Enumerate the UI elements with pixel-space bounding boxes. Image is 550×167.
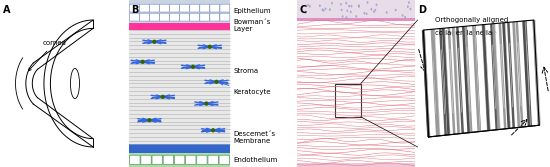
Text: D: D	[418, 5, 426, 15]
Circle shape	[364, 12, 365, 15]
FancyBboxPatch shape	[174, 155, 185, 165]
Bar	[297, 0, 415, 20]
Bar	[297, 18, 415, 21]
Text: collagen lamellae: collagen lamellae	[436, 30, 497, 36]
Bar	[129, 153, 230, 167]
Circle shape	[324, 8, 327, 10]
Circle shape	[309, 5, 311, 8]
FancyBboxPatch shape	[208, 155, 218, 165]
FancyBboxPatch shape	[190, 13, 200, 21]
Circle shape	[358, 5, 360, 8]
Circle shape	[376, 4, 377, 6]
Circle shape	[152, 40, 157, 44]
FancyBboxPatch shape	[160, 13, 169, 21]
Circle shape	[345, 16, 348, 19]
FancyBboxPatch shape	[139, 13, 149, 21]
FancyBboxPatch shape	[185, 155, 196, 165]
Circle shape	[350, 5, 353, 8]
FancyBboxPatch shape	[139, 4, 149, 12]
Circle shape	[348, 5, 350, 7]
Circle shape	[358, 4, 360, 7]
Text: Endothelium: Endothelium	[233, 157, 278, 163]
Circle shape	[366, 13, 367, 15]
FancyBboxPatch shape	[129, 13, 139, 21]
Circle shape	[404, 16, 406, 19]
Text: A: A	[3, 5, 10, 15]
Circle shape	[340, 9, 343, 11]
FancyBboxPatch shape	[180, 13, 190, 21]
Bar	[129, 23, 230, 30]
Circle shape	[350, 11, 351, 13]
FancyBboxPatch shape	[190, 4, 200, 12]
Circle shape	[319, 5, 321, 7]
Bar	[129, 0, 230, 23]
FancyBboxPatch shape	[160, 4, 169, 12]
Circle shape	[331, 2, 333, 5]
Circle shape	[386, 11, 388, 14]
Circle shape	[323, 9, 324, 12]
Circle shape	[340, 3, 342, 6]
Circle shape	[307, 4, 309, 7]
Circle shape	[204, 101, 208, 106]
FancyBboxPatch shape	[150, 13, 160, 21]
Circle shape	[355, 15, 357, 18]
Circle shape	[408, 1, 410, 4]
Circle shape	[346, 9, 348, 12]
Circle shape	[409, 8, 411, 10]
Text: Bowman´s
Layer: Bowman´s Layer	[233, 19, 271, 32]
FancyBboxPatch shape	[150, 4, 160, 12]
Text: Keratocyte: Keratocyte	[220, 82, 271, 95]
FancyBboxPatch shape	[169, 4, 179, 12]
Circle shape	[214, 80, 219, 84]
Circle shape	[211, 128, 215, 132]
Circle shape	[375, 9, 376, 12]
Text: Orthogonally aligned: Orthogonally aligned	[436, 17, 509, 23]
Circle shape	[395, 9, 397, 11]
Circle shape	[161, 95, 165, 99]
FancyBboxPatch shape	[129, 4, 139, 12]
FancyBboxPatch shape	[169, 13, 179, 21]
FancyBboxPatch shape	[200, 4, 210, 12]
FancyBboxPatch shape	[200, 13, 210, 21]
Text: cornea: cornea	[29, 40, 66, 71]
Circle shape	[373, 10, 375, 13]
FancyBboxPatch shape	[220, 13, 230, 21]
FancyBboxPatch shape	[163, 155, 174, 165]
Bar	[129, 144, 230, 153]
Circle shape	[207, 45, 212, 49]
Bar	[297, 163, 415, 167]
FancyBboxPatch shape	[210, 4, 220, 12]
FancyBboxPatch shape	[210, 13, 220, 21]
FancyBboxPatch shape	[152, 155, 162, 165]
Circle shape	[367, 1, 368, 4]
Text: B: B	[131, 5, 138, 15]
Bar	[335, 84, 361, 117]
Text: Epithelium: Epithelium	[233, 8, 271, 14]
Bar	[129, 30, 230, 144]
Circle shape	[371, 8, 372, 11]
Circle shape	[322, 8, 323, 11]
FancyBboxPatch shape	[141, 155, 151, 165]
FancyBboxPatch shape	[197, 155, 207, 165]
Circle shape	[140, 60, 145, 64]
FancyBboxPatch shape	[219, 155, 229, 165]
Circle shape	[305, 11, 306, 14]
Text: Stroma: Stroma	[233, 68, 258, 74]
FancyBboxPatch shape	[180, 4, 190, 12]
Text: Descemet´s
Membrane: Descemet´s Membrane	[233, 131, 276, 144]
Circle shape	[345, 2, 347, 5]
FancyBboxPatch shape	[220, 4, 230, 12]
Circle shape	[407, 5, 409, 8]
FancyBboxPatch shape	[130, 155, 140, 165]
Circle shape	[402, 14, 404, 17]
Circle shape	[147, 118, 152, 122]
Circle shape	[191, 65, 195, 69]
Circle shape	[329, 8, 331, 11]
Circle shape	[342, 15, 344, 18]
Text: C: C	[299, 5, 306, 15]
